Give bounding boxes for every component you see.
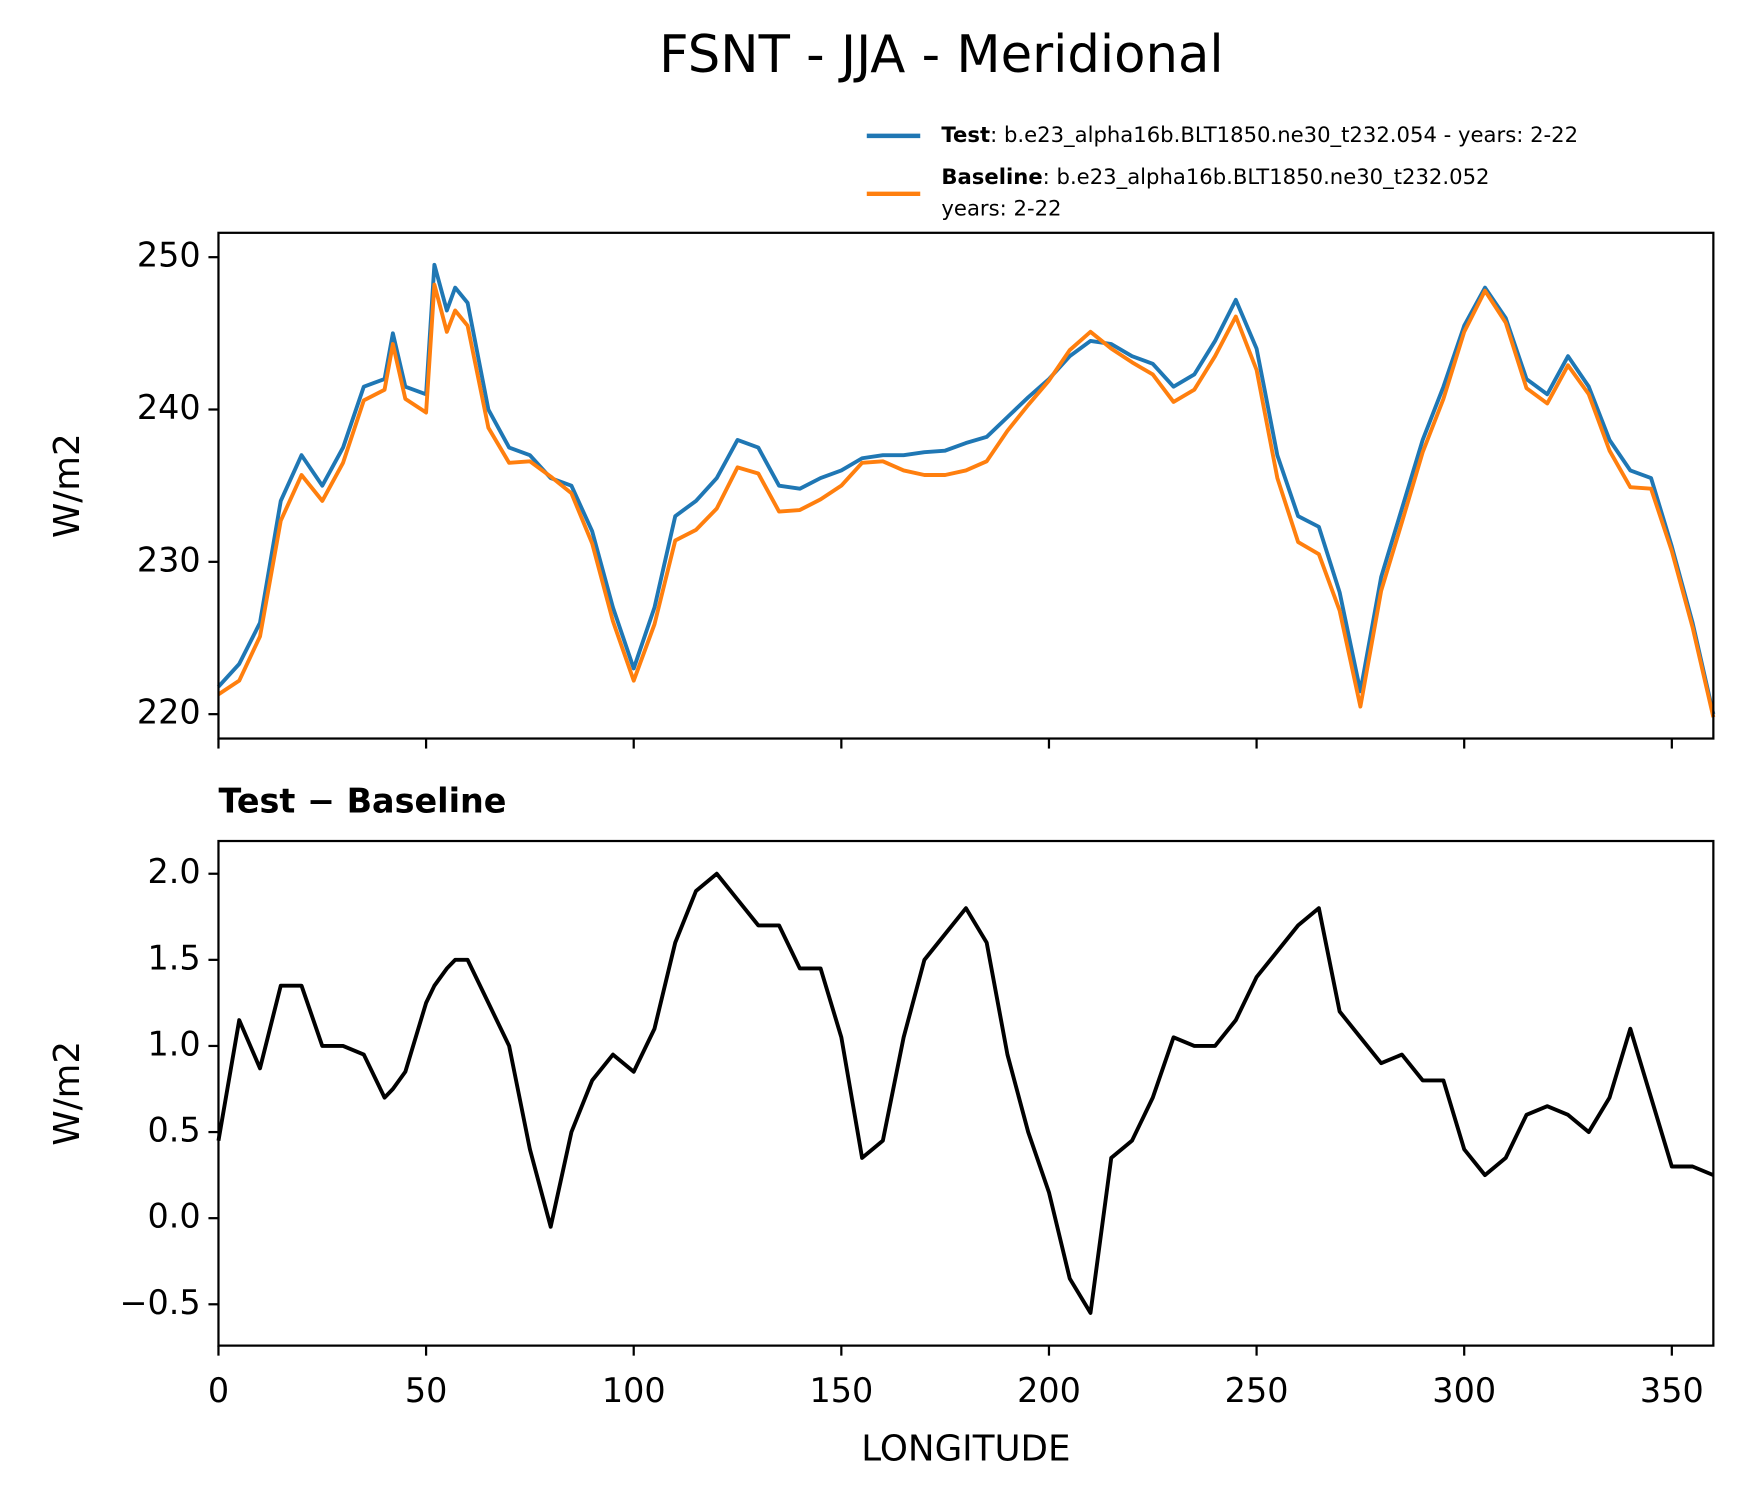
y-tick-label: 1.0	[148, 1024, 201, 1063]
x-tick-label: 200	[1017, 1371, 1081, 1410]
y-tick-label: 2.0	[148, 852, 201, 891]
legend-description: : b.e23_alpha16b.BLT1850.ne30_t232.052	[1043, 164, 1490, 189]
legend-name: Test	[941, 122, 990, 147]
line-series	[217, 262, 1716, 715]
y-tick-label: 250	[137, 236, 201, 275]
line-series	[217, 282, 1716, 718]
y-axis-label: W/m2	[47, 1041, 88, 1146]
legend-label: Baseline: b.e23_alpha16b.BLT1850.ne30_t2…	[941, 164, 1489, 189]
y-tick-label: 1.5	[148, 938, 201, 977]
x-tick-label: 50	[405, 1371, 448, 1410]
x-tick-label: 250	[1225, 1371, 1289, 1410]
plot-frame	[217, 231, 1715, 740]
x-tick-label: 150	[809, 1371, 873, 1410]
legend-name: Baseline	[941, 164, 1042, 189]
y-tick-label: −0.5	[120, 1283, 201, 1322]
y-tick-label: 0.0	[148, 1197, 201, 1236]
legend-description: years: 2-22	[941, 195, 1061, 220]
y-tick-label: 220	[137, 693, 201, 732]
y-tick-label: 240	[137, 388, 201, 427]
y-tick-label: 0.5	[148, 1111, 201, 1150]
line-series	[216, 871, 1715, 1315]
subplot-title: Test − Baseline	[218, 782, 506, 821]
x-tick-label: 100	[602, 1371, 666, 1410]
figure-title: FSNT - JJA - Meridional	[659, 25, 1223, 85]
legend-label: Test: b.e23_alpha16b.BLT1850.ne30_t232.0…	[941, 122, 1578, 147]
x-tick-label: 350	[1640, 1371, 1704, 1410]
y-tick-label: 230	[137, 540, 201, 579]
x-tick-label: 0	[208, 1371, 229, 1410]
plot-frame	[217, 839, 1715, 1347]
legend-description: : b.e23_alpha16b.BLT1850.ne30_t232.054 -…	[990, 122, 1578, 147]
x-tick-label: 300	[1432, 1371, 1496, 1410]
y-axis-label: W/m2	[47, 433, 88, 538]
x-axis-label: LONGITUDE	[861, 1428, 1070, 1469]
